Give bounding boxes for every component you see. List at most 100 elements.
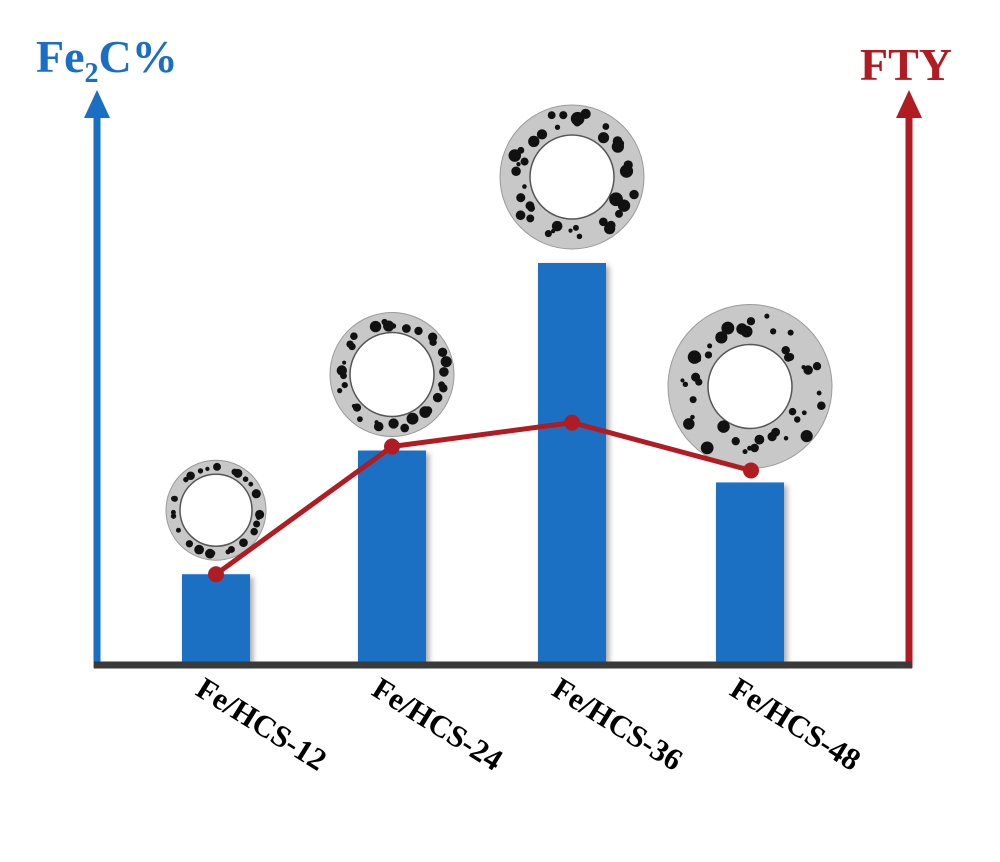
fe-particle — [598, 217, 608, 227]
fe-particle — [520, 157, 529, 166]
fe-particle — [764, 313, 770, 319]
right-axis-title: FTY — [860, 39, 952, 90]
fe-particle — [696, 357, 702, 363]
fe-particle — [171, 495, 177, 502]
fe-particle — [602, 123, 610, 130]
fe-particle — [390, 323, 397, 329]
hollow-sphere-1 — [165, 459, 267, 561]
x-tick-label: Fe/HCS-36 — [546, 670, 689, 777]
fty-point-3 — [564, 414, 580, 431]
fe-particle — [185, 540, 194, 548]
fe-particle — [225, 549, 231, 555]
fe-particle — [213, 462, 221, 471]
fe-particle — [770, 328, 777, 335]
fe-particle — [615, 209, 623, 218]
fe-particle — [427, 332, 438, 342]
fe-particle — [754, 434, 765, 445]
fe-particle — [440, 356, 452, 368]
fe-particle — [707, 343, 713, 349]
left-axis-arrow — [84, 90, 110, 118]
fe-particle — [750, 443, 759, 453]
sphere-cavity — [349, 331, 435, 418]
bar-group — [182, 263, 784, 662]
fe-particle — [731, 437, 740, 446]
fe-particle — [691, 372, 701, 382]
fe-particle — [781, 345, 791, 355]
fe-particle — [242, 476, 249, 482]
fe-particle — [341, 381, 348, 389]
fe-particle — [580, 108, 591, 119]
fe-particle — [801, 410, 807, 416]
fe-particle — [803, 365, 813, 375]
fe-particle — [432, 392, 443, 403]
fe-particle — [704, 351, 713, 359]
bar-fe-hcs-36 — [538, 263, 606, 662]
fe-particle — [253, 520, 261, 528]
sphere-cavity — [179, 473, 253, 547]
fe-particle — [337, 388, 343, 394]
fe-particle — [233, 468, 243, 478]
fe-particle — [175, 527, 181, 533]
x-tick-label: Fe/HCS-48 — [724, 670, 867, 777]
fe-particle — [516, 162, 521, 167]
bar-fe-hcs-24 — [358, 450, 426, 662]
fe-particle — [373, 421, 384, 432]
hollow-sphere-4 — [667, 303, 833, 469]
sphere-cavity — [707, 343, 793, 430]
fe-particle — [250, 527, 258, 536]
fe-particle — [388, 418, 399, 429]
fe-particle — [528, 135, 540, 148]
fe-particle — [401, 324, 411, 333]
fe-particle — [400, 423, 410, 433]
left-axis-title-main: Fe — [36, 31, 85, 82]
fe-particle — [597, 132, 610, 144]
fe-particle — [544, 230, 552, 238]
fe-particle — [517, 146, 525, 154]
x-tick-label: Fe/HCS-12 — [190, 670, 333, 777]
fe-particle — [356, 416, 363, 423]
fe-particle — [342, 360, 347, 365]
fe-particle — [197, 468, 204, 474]
x-tick-labels: Fe/HCS-12 Fe/HCS-24 Fe/HCS-36 Fe/HCS-48 — [190, 670, 867, 777]
fe-particle — [794, 416, 801, 423]
fe-particle — [205, 548, 215, 559]
fe-particle — [508, 149, 522, 162]
fe-particle — [414, 326, 423, 336]
fe-particle — [816, 390, 822, 396]
fe-particle — [525, 201, 535, 211]
left-y-axis — [84, 90, 110, 668]
fe-particle — [783, 436, 789, 441]
fe-particle — [383, 320, 395, 332]
fe-particle — [611, 140, 625, 153]
fe-particle — [629, 189, 639, 200]
fe-particle — [619, 164, 634, 178]
fe-particle — [551, 220, 563, 232]
sphere-cavity — [529, 134, 615, 220]
fe-particle — [251, 489, 261, 499]
fe-particle — [604, 223, 616, 235]
fe-particle — [817, 401, 826, 410]
fe-particle — [194, 544, 204, 555]
left-axis-title-sub: 2 — [85, 58, 99, 89]
fe-particle — [255, 509, 265, 520]
fe-particle — [205, 466, 210, 472]
fe-particle — [742, 449, 748, 455]
fe-particle — [526, 214, 535, 223]
hollow-sphere-3 — [499, 104, 645, 250]
fe-particle — [740, 325, 753, 338]
fe-particle — [689, 396, 697, 404]
fe-particle — [406, 412, 419, 425]
fe-particle — [787, 329, 794, 336]
hollow-sphere-2 — [329, 312, 455, 438]
fe-particle — [685, 422, 690, 427]
fty-point-2 — [384, 438, 400, 455]
fe-particle — [568, 228, 573, 233]
fty-line — [214, 420, 752, 577]
fty-line-group — [208, 414, 759, 583]
fe-particle — [812, 362, 822, 371]
fe-particle — [788, 407, 797, 416]
right-y-axis — [896, 90, 922, 668]
fe-particle — [350, 332, 358, 341]
fe-particle — [547, 111, 556, 120]
